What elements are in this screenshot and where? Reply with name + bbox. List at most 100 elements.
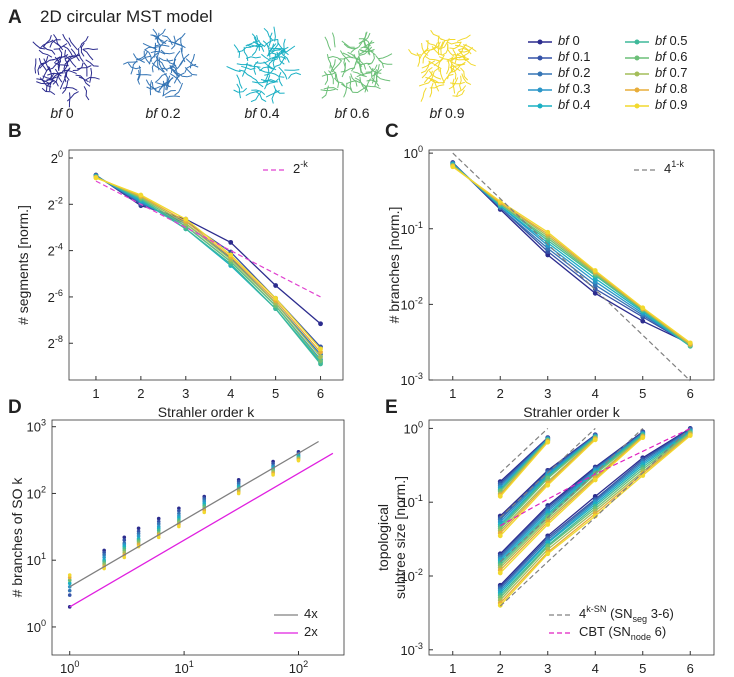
tree-branch (62, 45, 74, 58)
tree-branch (68, 92, 71, 108)
scatter-point (122, 538, 127, 542)
tree-branch (36, 78, 51, 85)
tree-branch (151, 58, 159, 73)
tree-branch (376, 75, 391, 82)
tree-branch (57, 56, 62, 71)
tree-branch (89, 67, 93, 83)
tree-branch (173, 50, 181, 65)
tree-branch (39, 56, 49, 69)
tree-branch (149, 80, 152, 96)
tree-branch (260, 79, 276, 82)
y-axis-label: subtree size [norm.] (392, 476, 408, 599)
tree-branch (160, 49, 175, 55)
tree-label: bf 0.4 (244, 105, 279, 121)
tree-branch (363, 41, 371, 56)
tree-branch (426, 42, 438, 52)
legend-label: 4k-SN (SNseg 3-6) (579, 604, 674, 624)
tree-branch (266, 49, 281, 57)
plot-frame (428, 419, 715, 656)
data-line (95, 176, 322, 365)
data-line (95, 177, 321, 350)
data-line (95, 176, 321, 353)
legend-label: CBT (SNnode 6) (579, 624, 666, 642)
y-tick-label: 10-2 (400, 567, 423, 584)
tree-branch (450, 63, 466, 67)
tree-branch (54, 68, 63, 83)
scatter-point (236, 491, 241, 496)
tree-branch (241, 62, 248, 77)
tree-branch (375, 68, 382, 83)
tree-branch (83, 47, 99, 51)
tree-branch (32, 41, 46, 50)
tree-branch (287, 72, 301, 79)
y-tick-label: 100 (403, 420, 423, 437)
tree-label: bf 0.2 (145, 105, 180, 121)
tree-branch (433, 54, 445, 66)
tree-branch (127, 62, 142, 70)
tree-branch (350, 42, 363, 53)
tree-branch (321, 71, 337, 77)
tree-label: bf 0 (50, 105, 74, 121)
tree-branch (148, 52, 159, 65)
scatter-point (202, 510, 207, 515)
plot-frame (428, 149, 715, 381)
tree-branch (50, 72, 64, 81)
x-axis-label: Strahler order k (158, 404, 255, 420)
tree-branch (462, 44, 477, 52)
tree-branch (352, 71, 367, 78)
tree-branch (165, 95, 180, 98)
tree-branch (421, 66, 433, 79)
scatter-point (67, 588, 72, 593)
tree-branch (83, 62, 88, 77)
tree-branch (264, 66, 276, 76)
legend-label: bf 0.9 (655, 97, 688, 112)
tree-branch (367, 53, 375, 66)
tree-branch (246, 56, 261, 59)
tree-branch (273, 26, 276, 42)
tree-branch (368, 65, 382, 74)
tree-branch (65, 55, 77, 68)
tree-branch (461, 73, 472, 86)
tree-branch (249, 43, 264, 48)
tree-branch (349, 76, 353, 91)
y-tick-label: 10-3 (400, 641, 423, 658)
tree-branch (418, 47, 429, 60)
tree-branch (351, 57, 359, 72)
tree-branch (34, 58, 37, 74)
y-axis-label: # branches [norm.] (386, 207, 402, 324)
scatter-point (67, 593, 72, 597)
scatter-point (102, 553, 106, 557)
legend-label: 2-k (293, 159, 308, 176)
tree-branch (246, 43, 262, 48)
reference-line (499, 427, 644, 563)
tree-branch (367, 40, 373, 55)
tree-branch (49, 56, 65, 61)
tree-branch (264, 75, 271, 90)
tree-branch (365, 64, 378, 73)
tree-illustrations (32, 26, 477, 108)
tree-branch (339, 50, 350, 63)
tree-branch (75, 74, 89, 83)
tree-branch (78, 76, 91, 87)
tree-branch (463, 57, 476, 67)
data-line (499, 437, 644, 574)
tree-branch (162, 90, 176, 97)
tree-branch (326, 54, 332, 69)
scatter-point (156, 522, 161, 526)
tree-branch (253, 41, 265, 52)
tree-branch (83, 86, 90, 101)
panel-label: D (8, 397, 22, 418)
x-tick-label: 4 (592, 661, 599, 676)
tree-branch (166, 75, 171, 91)
tree-branch (137, 70, 141, 85)
tree-branch (334, 77, 346, 88)
scatter-point (67, 573, 72, 577)
tree-branch (359, 32, 371, 44)
legend-marker (537, 55, 543, 61)
tree-branch (359, 46, 373, 56)
tree-branch (451, 61, 466, 66)
x-tick-label: 2 (497, 386, 504, 401)
reference-line (500, 427, 691, 527)
tree-branch (265, 78, 279, 87)
tree-branch (456, 34, 471, 42)
